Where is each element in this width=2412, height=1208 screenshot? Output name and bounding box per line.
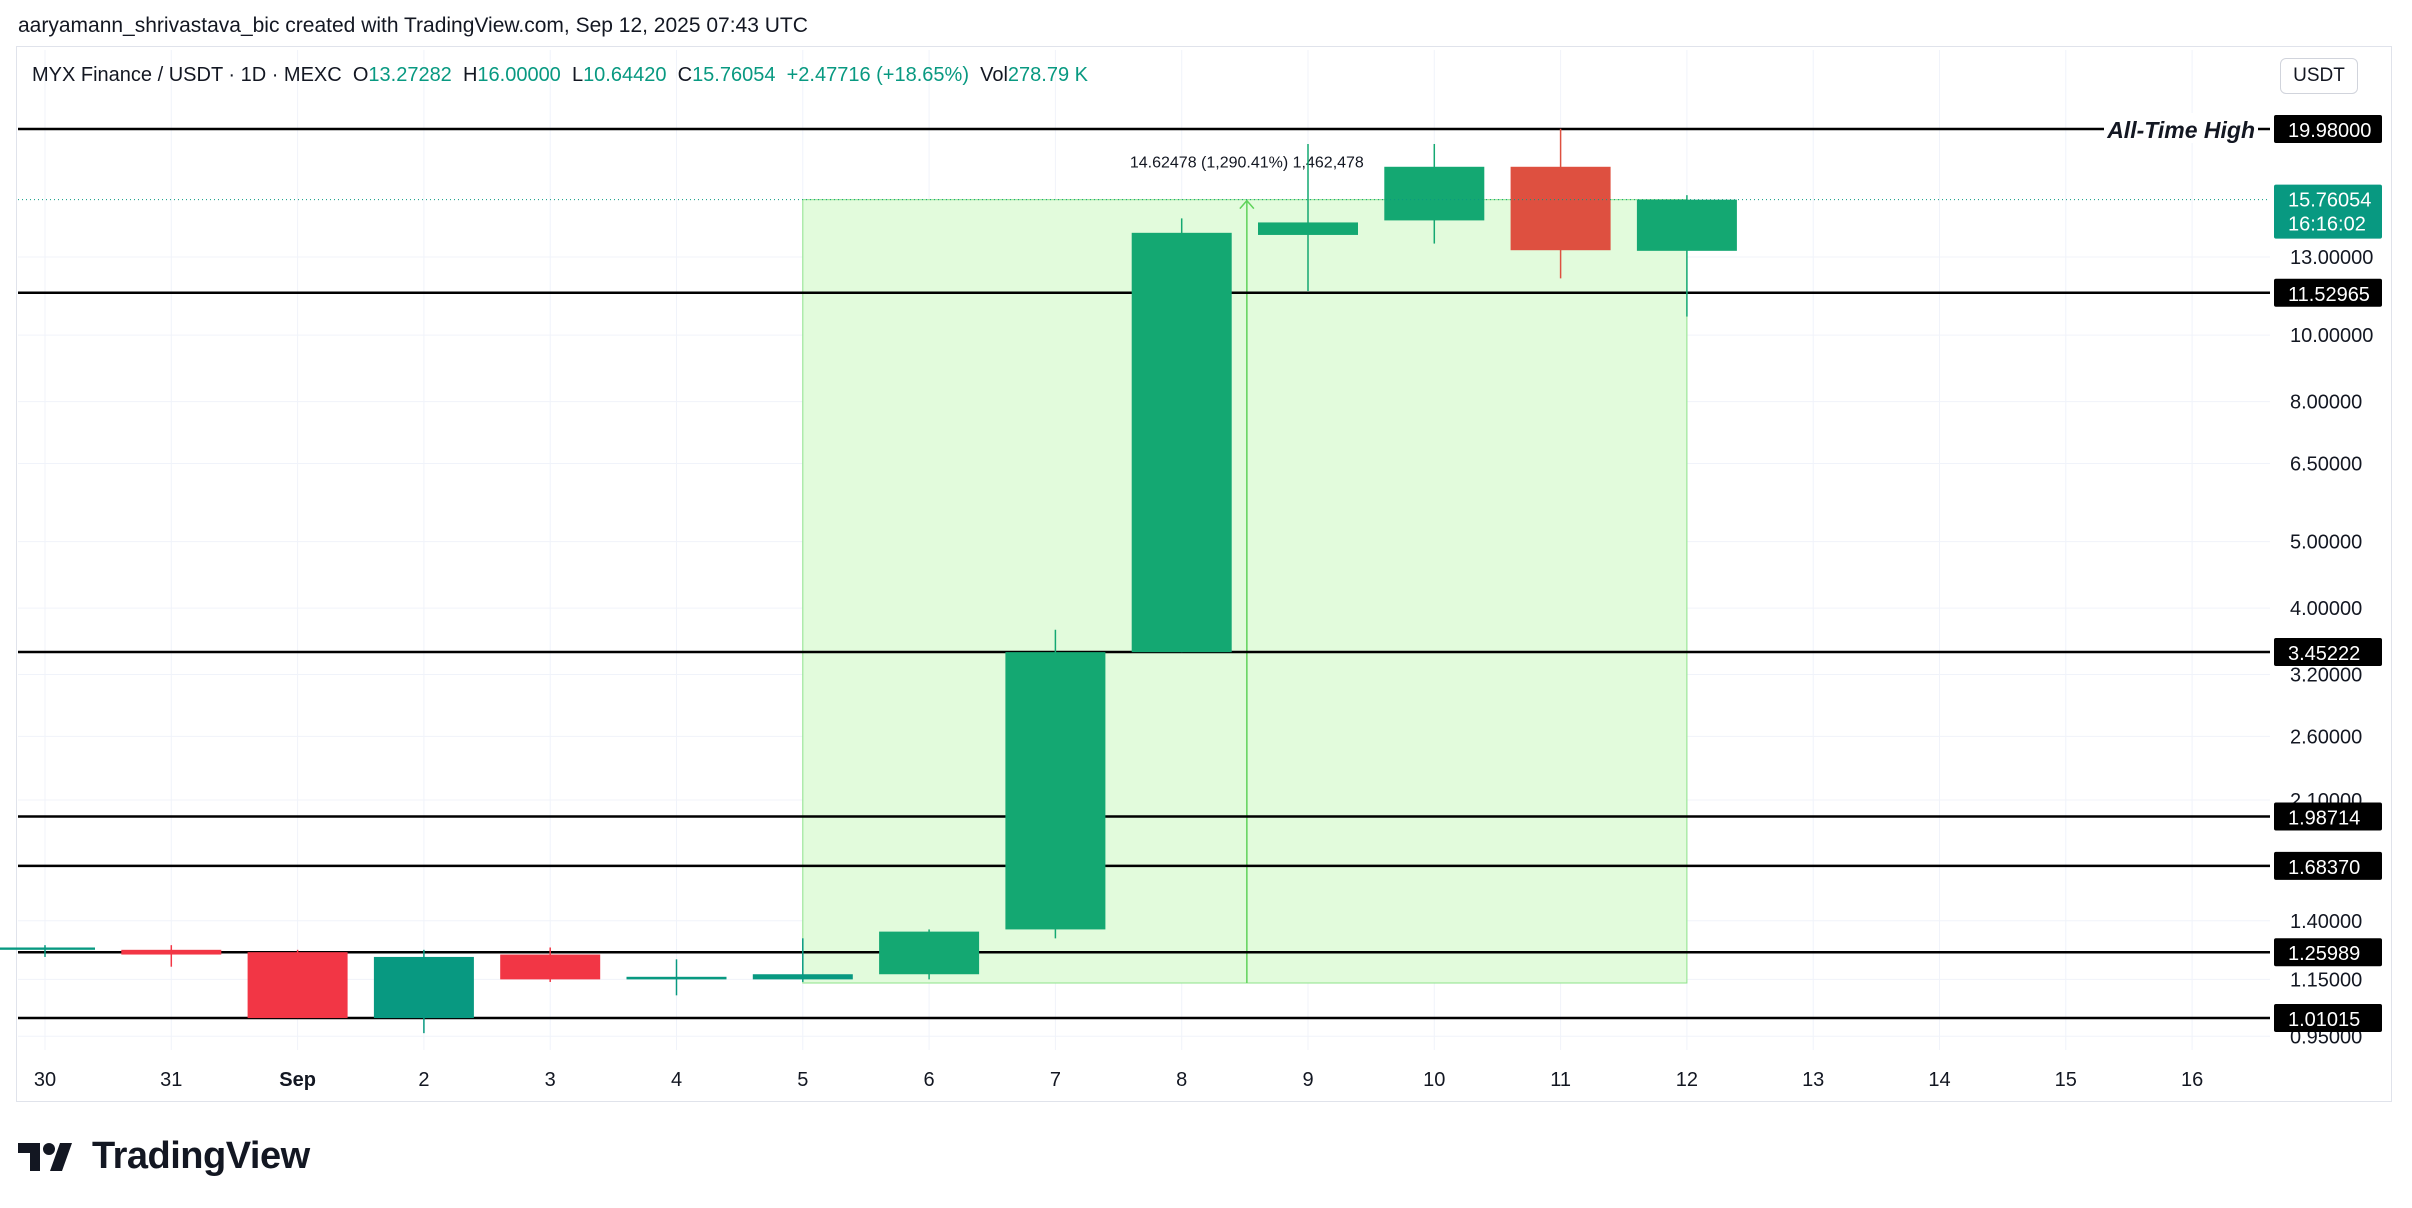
candle-body	[121, 949, 222, 955]
level-price-label: 1.01015	[2288, 1009, 2360, 1031]
candles	[0, 128, 2270, 1034]
currency-button[interactable]: USDT	[2280, 58, 2358, 94]
time-tick-label: 16	[2181, 1069, 2203, 1091]
price-tick-label: 6.50000	[2290, 453, 2362, 475]
time-tick-label: 30	[34, 1069, 56, 1091]
ath-label-bg	[2104, 113, 2258, 143]
level-price-label: 19.98000	[2288, 120, 2371, 142]
candle-body	[752, 974, 853, 980]
time-tick-label: 15	[2055, 1069, 2077, 1091]
candle-body	[1636, 199, 1737, 251]
time-tick-label: 10	[1423, 1069, 1445, 1091]
candle-body	[500, 954, 601, 980]
price-tick-label: 8.00000	[2290, 392, 2362, 414]
candle-body	[247, 952, 348, 1019]
time-tick-label: 9	[1302, 1069, 1313, 1091]
price-tick-label: 1.40000	[2290, 911, 2362, 933]
legend-open: 13.27282	[368, 64, 452, 86]
time-tick-label: 7	[1050, 1069, 1061, 1091]
candle-body	[1384, 166, 1485, 221]
level-price-badge	[2274, 938, 2382, 967]
candle-body	[1005, 652, 1106, 930]
tradingview-logo-icon	[18, 1142, 72, 1171]
time-tick-label: 13	[1802, 1069, 1824, 1091]
price-range-measure: 14.62478 (1,290.41%) 1,462,478	[802, 155, 1688, 984]
level-price-label: 1.25989	[2288, 943, 2360, 965]
legend-change: +2.47716 (+18.65%)	[786, 64, 969, 86]
time-tick-label: 5	[797, 1069, 808, 1091]
level-price-label: 1.68370	[2288, 857, 2360, 879]
level-price-label: 11.52965	[2288, 284, 2370, 306]
logo-text: TradingView	[92, 1135, 310, 1177]
legend-close-label: C	[677, 64, 693, 86]
time-tick-label: 6	[924, 1069, 935, 1091]
legend-high: 16.00000	[477, 64, 561, 86]
legend-low-label: L	[571, 64, 584, 86]
time-tick-label: Sep	[279, 1069, 316, 1091]
candle-body	[1510, 166, 1611, 251]
symbol-legend: MYX Finance / USDT · 1D · MEXC O13.27282…	[32, 64, 1088, 87]
legend-low: 10.64420	[583, 64, 667, 86]
candle-body	[373, 956, 474, 1019]
candle-body	[1258, 222, 1358, 235]
level-price-badge	[2274, 637, 2382, 666]
price-tick-label: 4.00000	[2290, 598, 2362, 620]
time-tick-label: 4	[671, 1069, 682, 1091]
range-arrow-head	[1239, 199, 1255, 210]
price-tick-label: 10.00000	[2290, 325, 2373, 347]
candle-body	[1131, 232, 1232, 653]
level-price-badge	[2274, 115, 2382, 143]
time-axis: 30 31 Sep 2 3 4 5 6 7 8 9 10 11 12 13 14 15 16	[34, 1069, 2203, 1091]
price-tick-label: 5.00000	[2290, 532, 2362, 554]
candle-body	[626, 976, 727, 980]
countdown-label: 16:16:02	[2288, 214, 2366, 236]
legend-open-label: O	[352, 64, 369, 86]
legend-volume-label: Vol	[980, 64, 1008, 86]
ath-label: All-Time High	[2106, 117, 2255, 143]
level-price-badge	[2274, 278, 2382, 307]
range-box	[802, 199, 1688, 984]
time-tick-label: 14	[1928, 1069, 1950, 1091]
attribution-text: aaryamann_shrivastava_bic created with T…	[18, 14, 808, 37]
candle-body	[879, 931, 980, 975]
candle-body	[0, 947, 95, 950]
last-price-label: 15.76054	[2288, 190, 2371, 212]
level-price-badge	[2274, 802, 2382, 831]
chart-pane[interactable]	[16, 46, 2392, 1102]
level-price-badge	[2274, 851, 2382, 880]
legend-high-label: H	[462, 64, 478, 86]
time-tick-label: 12	[1676, 1069, 1698, 1091]
time-tick-label: 31	[160, 1069, 182, 1091]
level-price-label: 3.45222	[2288, 643, 2360, 665]
time-tick-label: 8	[1176, 1069, 1187, 1091]
tradingview-logo[interactable]: TradingView	[18, 1135, 310, 1178]
price-tick-label: 13.00000	[2290, 247, 2373, 269]
range-label: 14.62478 (1,290.41%) 1,462,478	[1130, 155, 1364, 172]
time-tick-label: 11	[1550, 1069, 1571, 1091]
level-price-badge	[2274, 1004, 2382, 1032]
price-tick-label: 2.60000	[2290, 726, 2362, 748]
legend-volume: 278.79 K	[1007, 64, 1088, 86]
last-price-badge	[2274, 184, 2382, 239]
legend-close: 15.76054	[692, 64, 776, 86]
price-axis: 13.00000 10.00000 8.00000 6.50000 5.00000 4.0…	[2274, 115, 2382, 1048]
time-tick-label: 2	[418, 1069, 429, 1091]
time-tick-label: 3	[545, 1069, 556, 1091]
level-price-label: 1.98714	[2288, 807, 2360, 829]
price-tick-label: 3.20000	[2290, 665, 2362, 687]
price-tick-label: 1.15000	[2290, 969, 2362, 991]
legend-symbol: MYX Finance / USDT · 1D · MEXC	[32, 64, 342, 86]
